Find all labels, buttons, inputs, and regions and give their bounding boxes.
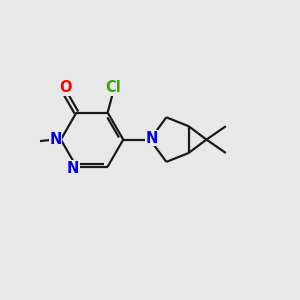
Text: O: O <box>59 80 71 95</box>
Text: N: N <box>67 160 79 175</box>
Text: N: N <box>145 130 158 146</box>
Text: Cl: Cl <box>105 80 121 95</box>
Text: N: N <box>49 132 62 147</box>
